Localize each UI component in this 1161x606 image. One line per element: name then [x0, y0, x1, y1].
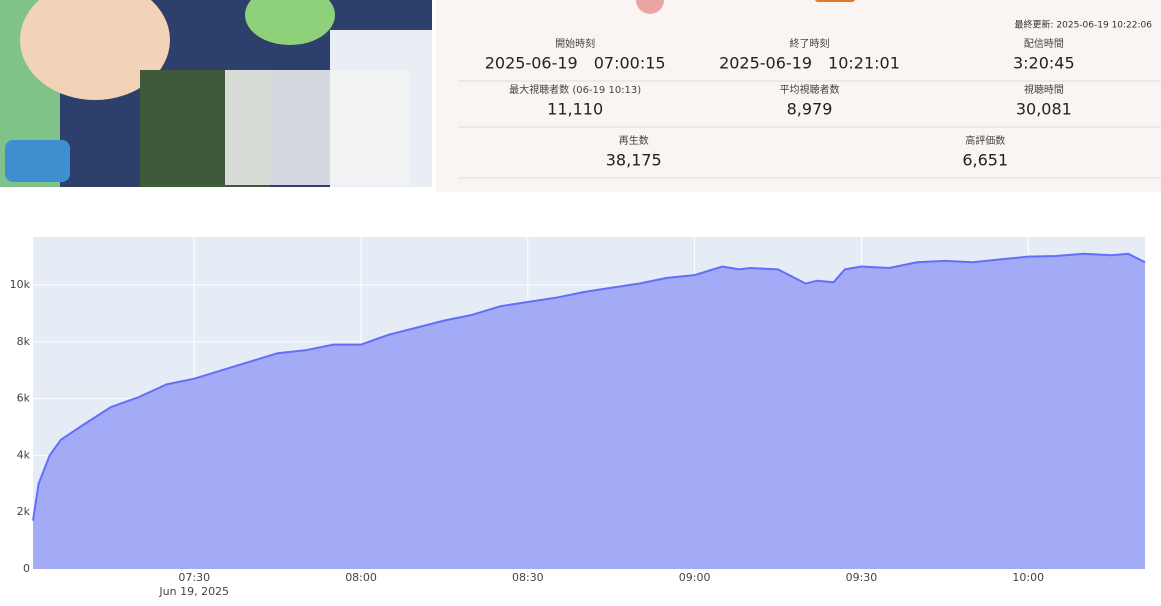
stat-label: 再生数 — [619, 134, 649, 147]
x-tick-label: 10:00 — [1012, 571, 1044, 584]
stat-label: 配信時間 — [1024, 38, 1064, 50]
stats-grid: 開始時刻 2025-06-19 07:00:15 終了時刻 2025-06-19 10… — [458, 37, 1161, 179]
x-tick-label: 09:30 — [846, 571, 878, 584]
stat-label: 平均視聴者数 — [780, 83, 840, 96]
stats-panel — [436, 0, 1161, 192]
y-tick-label: 0 — [23, 562, 30, 575]
stat-value: 2025-06-19 10:21:01 — [719, 54, 900, 73]
badge — [815, 0, 855, 2]
stat-label: 視聴時間 — [1024, 83, 1064, 96]
stat-label: 開始時刻 — [555, 37, 595, 50]
stat-value: 2025-06-19 07:00:15 — [485, 54, 666, 73]
x-date-label: Jun 19, 2025 — [158, 585, 229, 598]
thumbnail — [0, 0, 432, 187]
stat-label: 終了時刻 — [790, 37, 830, 50]
x-tick-label: 08:00 — [345, 571, 377, 584]
stat-value: 38,175 — [606, 151, 662, 170]
stat-label: 高評価数 — [965, 134, 1005, 147]
area-fill — [33, 253, 1145, 570]
stat-value: 11,110 — [547, 100, 603, 119]
stat-value: 30,081 — [1016, 100, 1072, 119]
line — [32, 252, 1146, 521]
y-tick-label: 4k — [17, 448, 31, 461]
y-tick-label: 2k — [17, 505, 31, 518]
x-tick-label: 09:00 — [679, 571, 711, 584]
stat-label: 最大視聴者数 (06-19 10:13) — [509, 83, 641, 96]
updated: 最終更新: 2025-06-19 10:22:06 — [1015, 19, 1153, 31]
y-tick-label: 10k — [10, 278, 31, 291]
y-tick-label: 8k — [17, 335, 31, 348]
y-tick-label: 6k — [17, 392, 31, 405]
stat-value: 6,651 — [962, 151, 1008, 170]
avatar — [636, 0, 664, 14]
stat-value: 3:20:45 — [1013, 54, 1075, 73]
x-tick-label: 08:30 — [512, 571, 544, 584]
stat-value: 8,979 — [787, 100, 833, 119]
x-tick-label: 07:30 — [178, 571, 210, 584]
